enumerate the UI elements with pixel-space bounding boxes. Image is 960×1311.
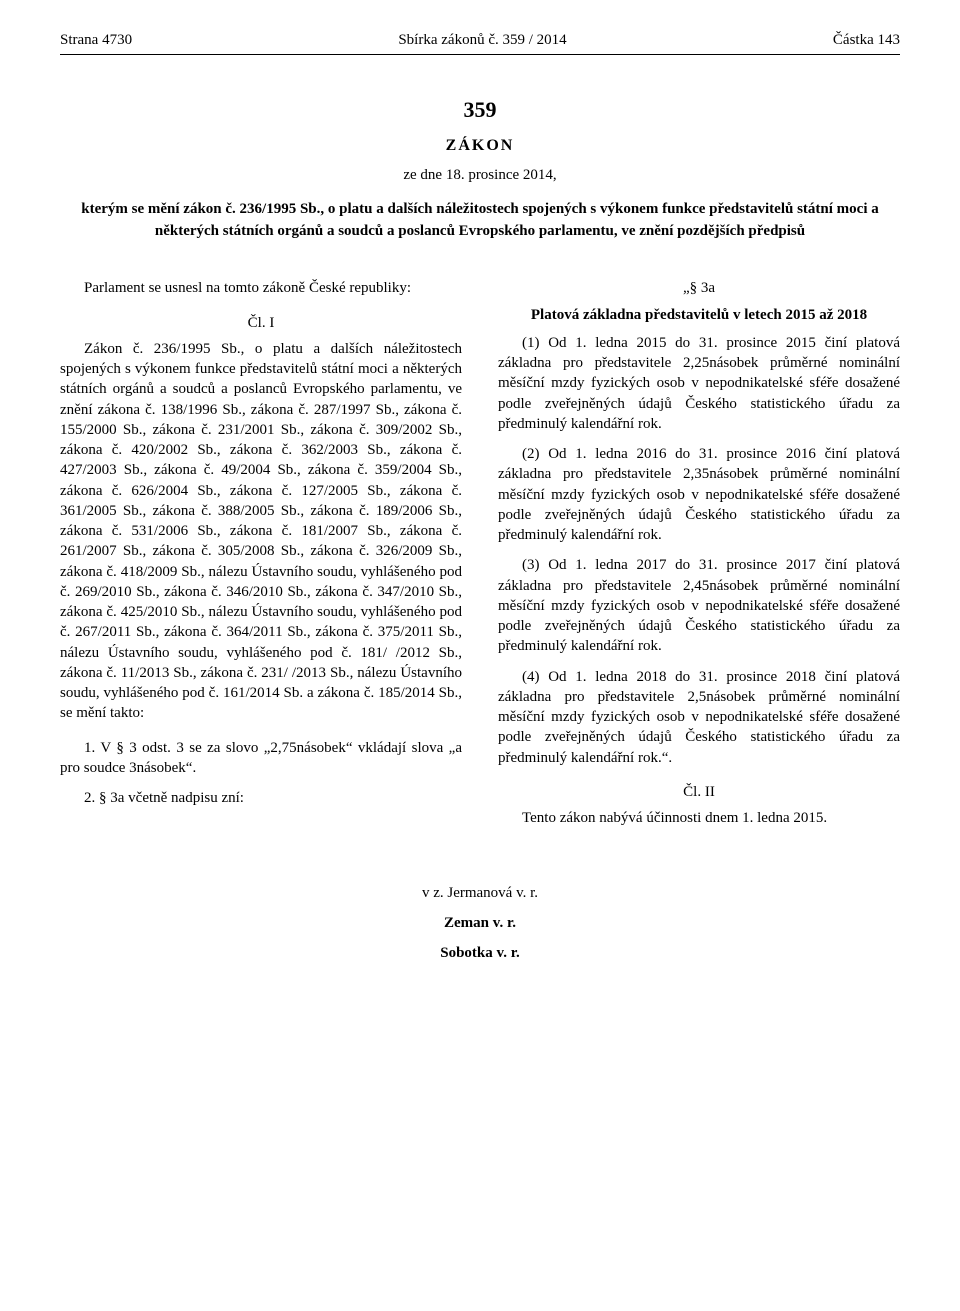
article-2-label: Čl. II [498, 782, 900, 802]
header-right: Částka 143 [833, 30, 900, 50]
signature-3: Sobotka v. r. [60, 938, 900, 968]
header-page: Strana 4730 [60, 30, 132, 50]
signature-1-text: v z. Jermanová v. r. [422, 885, 538, 901]
two-column-body: Parlament se usnesl na tomto zákoně Česk… [60, 278, 900, 838]
amendment-item-1: 1. V § 3 odst. 3 se za slovo „2,75násobe… [60, 738, 462, 779]
header-center-suffix: / 2014 [525, 32, 567, 48]
section-3a-p1: (1) Od 1. ledna 2015 do 31. prosince 201… [498, 333, 900, 434]
left-column: Parlament se usnesl na tomto zákoně Česk… [60, 278, 462, 838]
law-date: ze dne 18. prosince 2014, [60, 165, 900, 185]
law-subtitle: kterým se mění zákon č. 236/1995 Sb., o … [80, 199, 880, 243]
article-1-body: Zákon č. 236/1995 Sb., o platu a dalších… [60, 339, 462, 724]
header-center: Sbírka zákonů č. 359 / 2014 [398, 30, 566, 50]
signatures-block: v z. Jermanová v. r. Zeman v. r. Sobotka… [60, 878, 900, 968]
signature-2: Zeman v. r. [60, 908, 900, 938]
law-number: 359 [60, 95, 900, 125]
article-2-body: Tento zákon nabývá účinnosti dnem 1. led… [498, 808, 900, 828]
section-3a-p2: (2) Od 1. ledna 2016 do 31. prosince 201… [498, 444, 900, 545]
header-center-num: 359 [502, 32, 525, 48]
header-center-prefix: Sbírka zákonů č. [398, 32, 502, 48]
signature-2-text: Zeman v. r. [444, 915, 516, 931]
section-3a-title: Platová základna představitelů v letech … [498, 305, 900, 325]
section-3a-label: „§ 3a [498, 278, 900, 298]
article-1-label: Čl. I [60, 313, 462, 333]
signature-3-text: Sobotka v. r. [440, 945, 519, 961]
preamble: Parlament se usnesl na tomto zákoně Česk… [60, 278, 462, 298]
right-column: „§ 3a Platová základna představitelů v l… [498, 278, 900, 838]
section-3a-p4: (4) Od 1. ledna 2018 do 31. prosince 201… [498, 667, 900, 768]
amendment-item-2: 2. § 3a včetně nadpisu zní: [60, 788, 462, 808]
section-3a-p3: (3) Od 1. ledna 2017 do 31. prosince 201… [498, 555, 900, 656]
law-word: ZÁKON [60, 135, 900, 157]
page-header: Strana 4730 Sbírka zákonů č. 359 / 2014 … [60, 30, 900, 55]
signature-1: v z. Jermanová v. r. [60, 878, 900, 908]
